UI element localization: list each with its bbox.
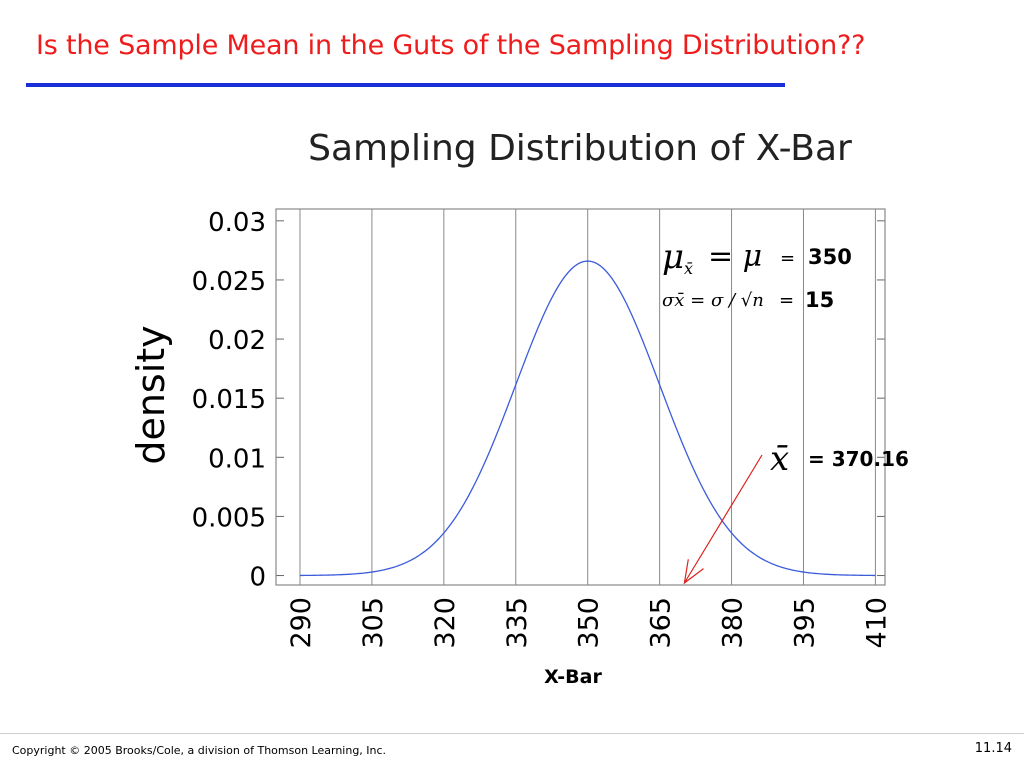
title-rule xyxy=(26,83,785,87)
x-tick-label-350: 350 xyxy=(574,597,605,649)
x-tick-label-290: 290 xyxy=(286,597,317,649)
density-curve xyxy=(299,260,876,577)
y-tick-label-0.005: 0.005 xyxy=(192,503,266,533)
mean-formula: μ x̄ = μ = 350 xyxy=(662,237,852,278)
sample-mean-symbol: x̄ xyxy=(770,439,789,479)
y-tick-label-0.03: 0.03 xyxy=(208,208,266,238)
mean-formula-equals: = xyxy=(780,248,795,269)
sd-formula: σx̄ = σ / √n = 15 xyxy=(662,288,834,312)
y-tick-label-0.01: 0.01 xyxy=(208,444,266,474)
mean-formula-equals-mu: = μ xyxy=(708,239,762,274)
sample-mean-value: = 370.16 xyxy=(808,447,909,471)
sd-value: 15 xyxy=(805,288,834,312)
y-axis-label: density xyxy=(129,325,173,464)
chart-title: Sampling Distribution of X-Bar xyxy=(308,128,852,169)
mean-formula-mu: μ xyxy=(662,237,684,277)
sample-mean-annotation: x̄ = 370.16 xyxy=(683,439,909,585)
footer-rule xyxy=(0,733,1024,734)
sd-formula-text: σx̄ = σ / √n xyxy=(662,290,764,311)
x-tick-label-305: 305 xyxy=(358,597,389,649)
copyright-text: Copyright © 2005 Brooks/Cole, a division… xyxy=(12,744,387,757)
mean-formula-subscript: x̄ xyxy=(684,259,693,278)
x-tick-label-410: 410 xyxy=(861,597,892,649)
x-axis-label: X-Bar xyxy=(544,666,602,688)
mean-value: 350 xyxy=(808,245,852,269)
y-tick-label-0.025: 0.025 xyxy=(192,267,266,297)
grid-lines xyxy=(299,209,876,585)
x-tick-label-320: 320 xyxy=(430,597,461,649)
sampling-distribution-chart: Sampling Distribution of X-Bar density X… xyxy=(129,128,909,688)
x-tick-label-365: 365 xyxy=(646,597,677,649)
y-tick-label-0.02: 0.02 xyxy=(208,326,266,356)
x-tick-label-395: 395 xyxy=(789,597,820,649)
y-tick-label-0.015: 0.015 xyxy=(192,385,266,415)
x-tick-label-335: 335 xyxy=(502,597,533,649)
plot-frame xyxy=(275,208,886,586)
slide-title: Is the Sample Mean in the Guts of the Sa… xyxy=(36,30,866,61)
axis-ticks: 290 305 320 335 350 365 380 395 410 0.03 0.025 0.02… xyxy=(192,208,893,649)
y-tick-label-0: 0 xyxy=(249,563,266,593)
x-tick-label-380: 380 xyxy=(718,597,749,649)
sd-formula-equals: = xyxy=(779,290,794,311)
page-number: 11.14 xyxy=(974,741,1012,756)
sample-mean-arrow xyxy=(683,454,763,585)
